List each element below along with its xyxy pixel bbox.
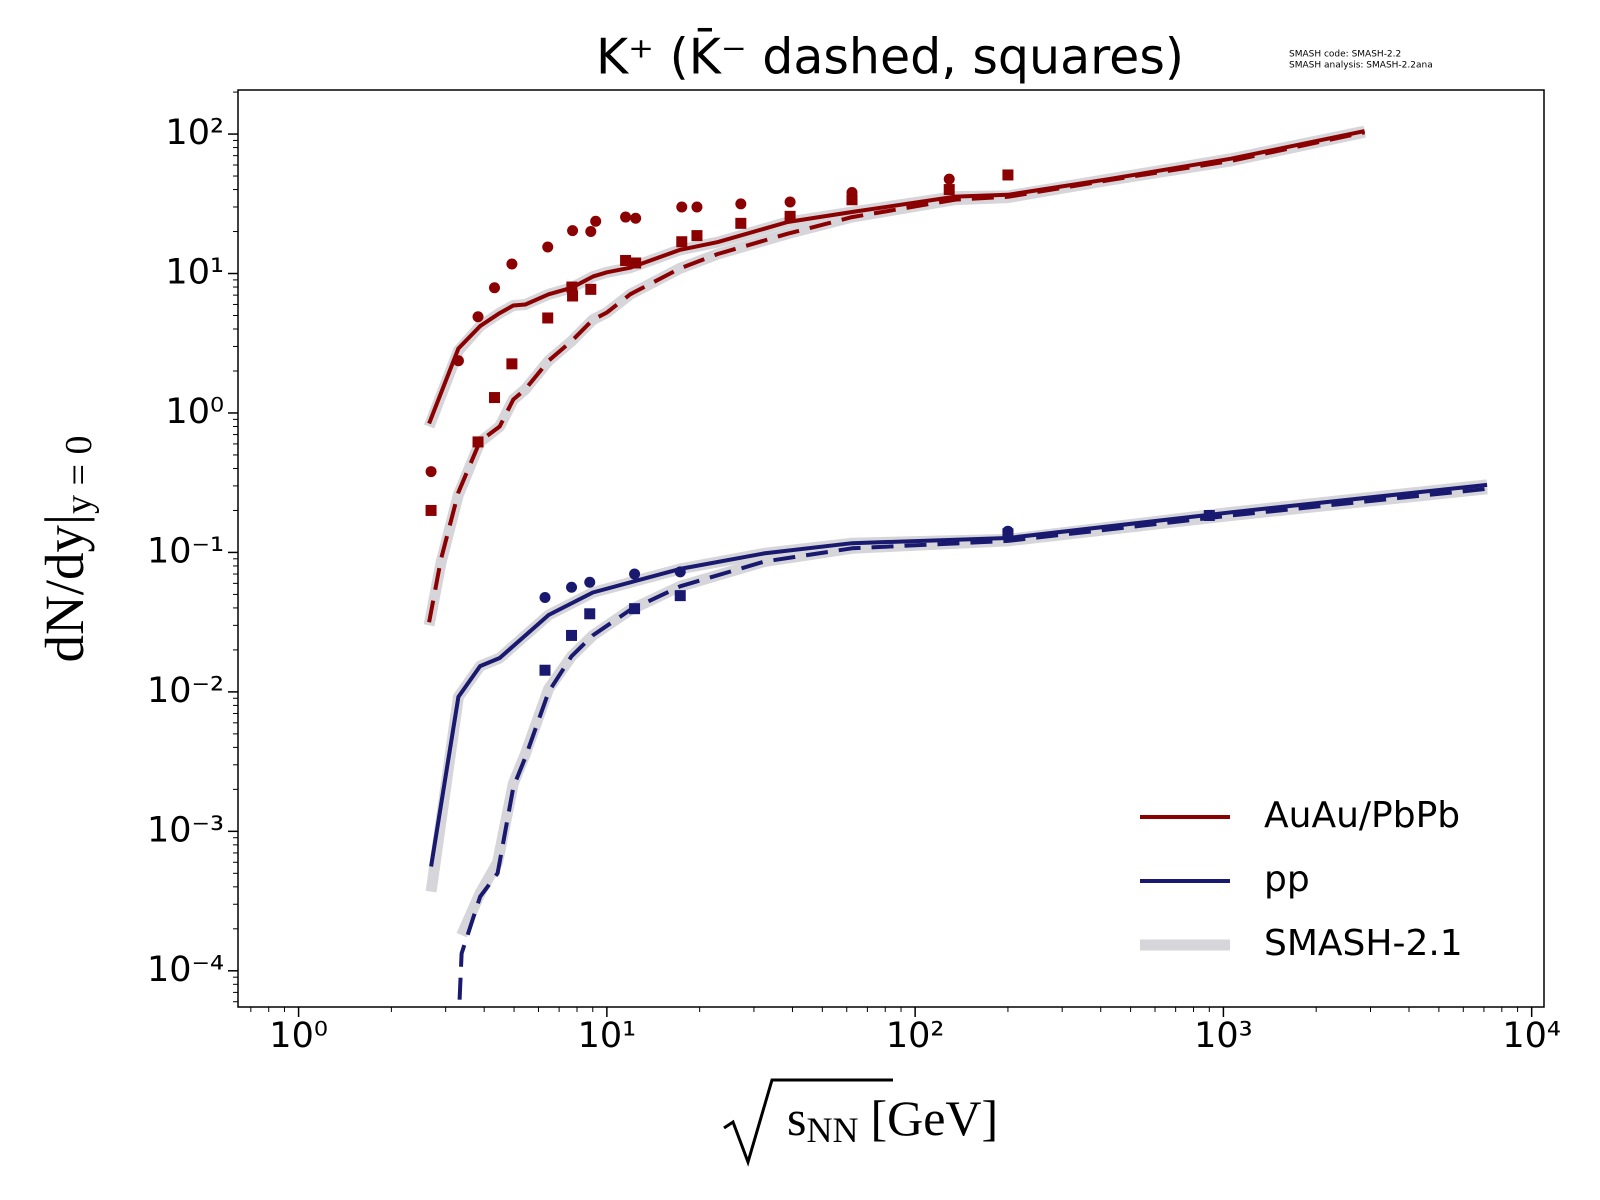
square-marker [506, 358, 518, 370]
square-marker [488, 392, 500, 404]
x-axis-label: sNN [GeV] [787, 1090, 998, 1150]
legend-label: SMASH-2.1 [1264, 923, 1463, 964]
square-marker [629, 603, 641, 615]
circle-marker [674, 566, 686, 578]
circle-marker [567, 225, 579, 237]
y-axis-label-main: dN/dy| [34, 514, 95, 663]
series-line [427, 129, 1366, 425]
x-tick-label: 10⁰ [269, 1016, 328, 1056]
y-tick-label: 10¹ [165, 253, 224, 293]
x-tick-label: 10⁴ [1502, 1016, 1561, 1056]
square-marker [425, 504, 437, 516]
chart-title: K⁺ (K̄⁻ dashed, squares) [596, 27, 1184, 86]
square-marker [567, 290, 579, 302]
square-marker [784, 210, 796, 222]
y-axis-label-sub: y = 0 [58, 436, 100, 514]
x-tick-label: 10² [886, 1016, 945, 1056]
annotation: SMASH code: SMASH-2.2 [1289, 50, 1401, 60]
square-marker [584, 608, 596, 620]
circle-marker [566, 581, 578, 593]
square-marker [585, 283, 597, 295]
circle-marker [506, 258, 518, 270]
y-tick-label: 10⁻¹ [147, 531, 224, 571]
series-line [457, 486, 1488, 1000]
x-tick-label: 10¹ [578, 1016, 637, 1056]
square-marker [539, 664, 551, 676]
circle-marker [735, 198, 747, 210]
legend-label: AuAu/PbPb [1264, 795, 1460, 836]
square-marker [1002, 169, 1014, 181]
square-marker [691, 230, 703, 242]
circle-marker [539, 592, 551, 604]
circle-marker [590, 215, 602, 227]
series-line [456, 483, 1488, 938]
y-axis-label: dN/dy|y = 0 [34, 436, 100, 663]
square-marker [846, 194, 858, 206]
x-axis-label-main: s [787, 1090, 806, 1146]
square-marker [674, 590, 686, 602]
circle-marker [629, 568, 641, 580]
square-marker [676, 236, 688, 248]
y-tick-label: 10⁻⁴ [147, 950, 224, 990]
square-marker [542, 312, 554, 324]
circle-marker [691, 201, 703, 213]
circle-marker [542, 241, 554, 253]
circle-marker [585, 226, 597, 238]
circle-marker [584, 576, 596, 588]
square-marker [943, 184, 955, 196]
x-axis-unit: [GeV] [870, 1090, 998, 1146]
square-marker [620, 254, 632, 266]
circle-marker [472, 311, 484, 323]
y-tick-label: 10⁰ [165, 392, 224, 432]
plot-frame [237, 89, 1545, 1008]
plot-area [423, 125, 1488, 1000]
y-tick-label: 10⁻³ [147, 810, 224, 850]
circle-marker [452, 355, 464, 367]
circle-marker [676, 201, 688, 213]
legend-label: pp [1264, 859, 1310, 900]
circle-marker [943, 173, 955, 185]
annotation: SMASH analysis: SMASH-2.2ana [1289, 61, 1433, 71]
series-line [423, 125, 1366, 429]
square-marker [630, 257, 642, 269]
circle-marker [784, 196, 796, 208]
circle-marker [630, 212, 642, 224]
square-marker [472, 436, 484, 448]
y-tick-label: 10⁻² [147, 671, 224, 711]
sqrt-sign [723, 1078, 893, 1167]
series-line [427, 130, 1366, 623]
circle-marker [425, 466, 437, 478]
square-marker [1203, 509, 1215, 521]
y-tick-label: 10² [165, 113, 224, 153]
series-line [429, 482, 1488, 867]
square-marker [735, 217, 747, 229]
x-axis-label-sub: NN [806, 1110, 858, 1150]
square-marker [566, 629, 578, 641]
x-tick-label: 10³ [1194, 1016, 1253, 1056]
circle-marker [620, 211, 632, 223]
square-marker [566, 281, 578, 293]
circle-marker [488, 282, 500, 294]
square-marker [1002, 528, 1014, 540]
